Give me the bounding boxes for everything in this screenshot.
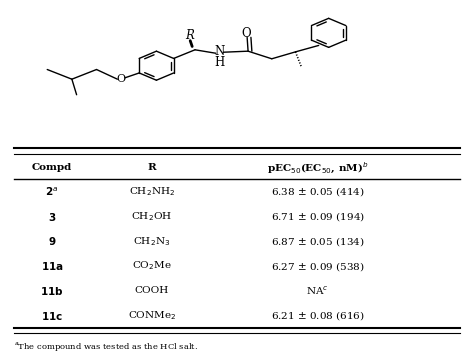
Text: NA$^{c}$: NA$^{c}$ bbox=[306, 285, 329, 297]
Text: O: O bbox=[117, 74, 126, 84]
Text: 6.21 $\pm$ 0.08 (616): 6.21 $\pm$ 0.08 (616) bbox=[271, 309, 365, 322]
Text: 6.38 $\pm$ 0.05 (414): 6.38 $\pm$ 0.05 (414) bbox=[271, 185, 365, 198]
Text: $\mathbf{3}$: $\mathbf{3}$ bbox=[48, 210, 56, 222]
Text: $\mathbf{9}$: $\mathbf{9}$ bbox=[48, 235, 56, 247]
Text: H: H bbox=[215, 56, 225, 69]
Text: CH$_2$NH$_2$: CH$_2$NH$_2$ bbox=[128, 185, 175, 198]
Text: CH$_2$N$_3$: CH$_2$N$_3$ bbox=[133, 235, 170, 248]
Text: $\mathbf{11c}$: $\mathbf{11c}$ bbox=[41, 310, 63, 322]
Text: 6.27 $\pm$ 0.09 (538): 6.27 $\pm$ 0.09 (538) bbox=[271, 260, 365, 273]
Text: CH$_2$OH: CH$_2$OH bbox=[131, 210, 172, 223]
Text: $\mathbf{11a}$: $\mathbf{11a}$ bbox=[41, 260, 64, 272]
Text: pEC$_{50}$(EC$_{50}$, nM)$^{b}$: pEC$_{50}$(EC$_{50}$, nM)$^{b}$ bbox=[267, 161, 368, 175]
Text: O: O bbox=[241, 27, 251, 40]
Text: COOH: COOH bbox=[135, 286, 169, 295]
Text: $\mathbf{11b}$: $\mathbf{11b}$ bbox=[40, 285, 64, 297]
Text: N: N bbox=[215, 46, 225, 58]
Text: CONMe$_2$: CONMe$_2$ bbox=[128, 309, 176, 322]
Text: CO$_2$Me: CO$_2$Me bbox=[132, 260, 172, 273]
Text: R: R bbox=[147, 163, 156, 173]
Text: R: R bbox=[185, 29, 194, 42]
Text: $^{a}$The compound was tested as the HCl salt.: $^{a}$The compound was tested as the HCl… bbox=[14, 340, 198, 353]
Text: $\mathbf{2}^{a}$: $\mathbf{2}^{a}$ bbox=[46, 186, 59, 198]
Text: 6.87 $\pm$ 0.05 (134): 6.87 $\pm$ 0.05 (134) bbox=[271, 235, 365, 248]
Text: 6.71 $\pm$ 0.09 (194): 6.71 $\pm$ 0.09 (194) bbox=[271, 210, 365, 223]
Text: Compd: Compd bbox=[32, 163, 72, 173]
